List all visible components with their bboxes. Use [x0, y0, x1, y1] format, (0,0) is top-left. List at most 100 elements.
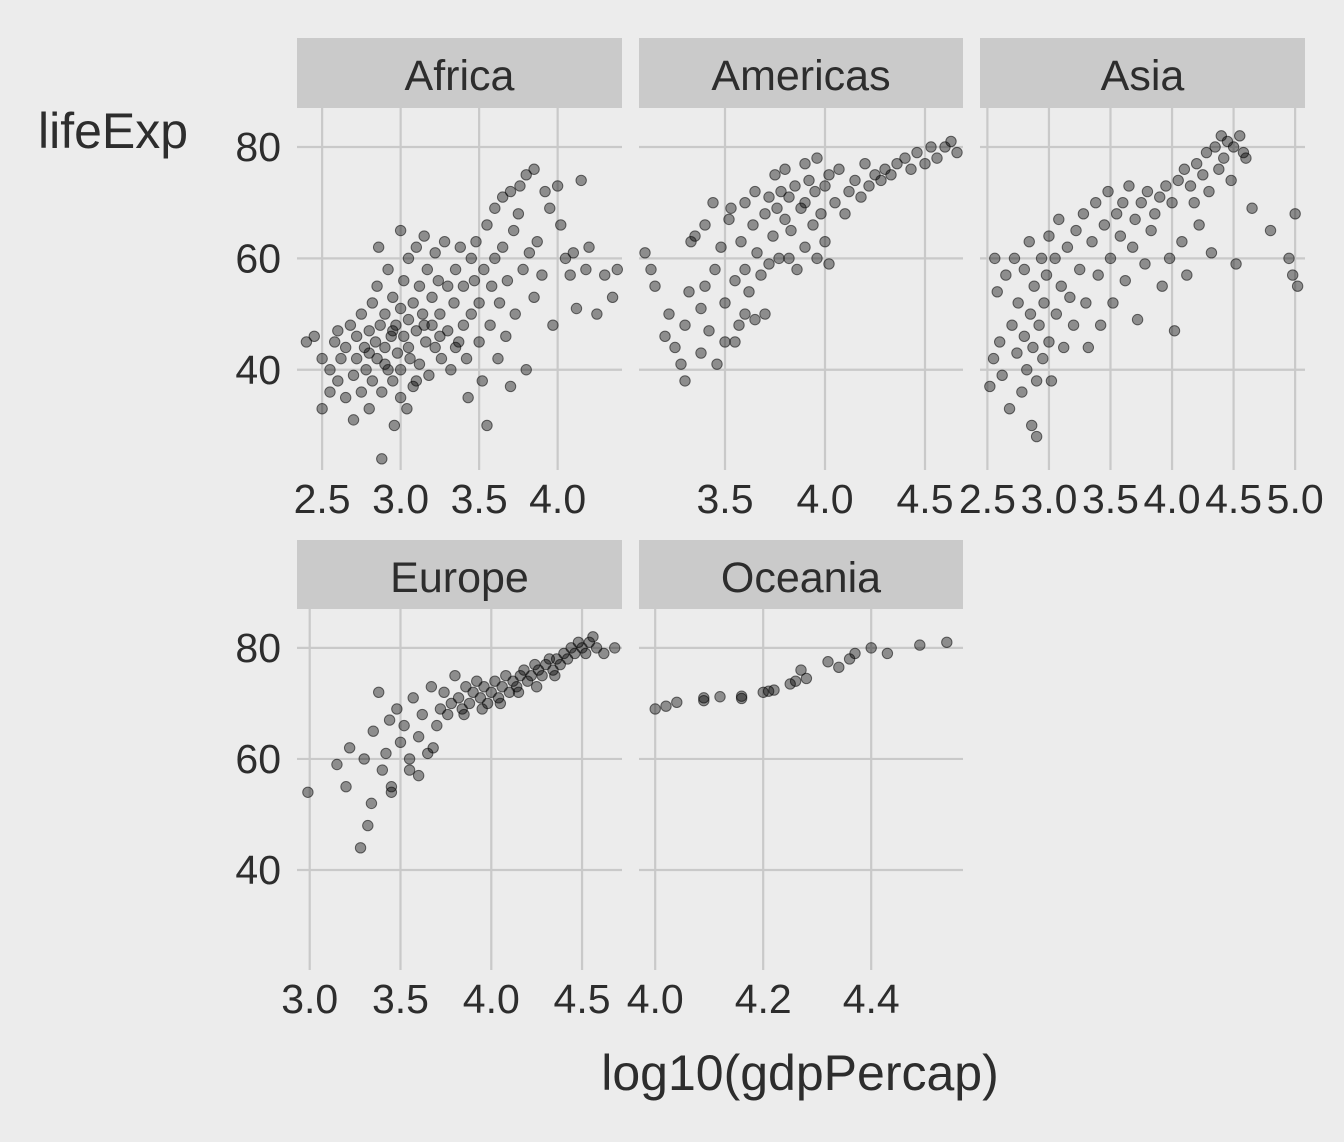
data-point	[391, 347, 404, 359]
data-point	[355, 308, 368, 320]
data-point	[465, 252, 477, 265]
data-point	[823, 258, 835, 270]
data-point	[784, 678, 796, 690]
data-point	[993, 336, 1006, 348]
data-point	[707, 196, 719, 209]
data-point	[354, 842, 367, 854]
y-tick-label: 80	[235, 625, 281, 671]
data-point	[791, 263, 803, 276]
data-point	[941, 636, 953, 649]
data-point	[339, 341, 352, 354]
data-point	[1061, 241, 1074, 253]
data-point	[367, 725, 379, 737]
data-point	[899, 152, 911, 164]
data-point	[839, 208, 851, 220]
data-point	[1104, 252, 1117, 265]
x-tick-label: 4.4	[843, 976, 900, 1022]
data-point	[583, 241, 595, 253]
data-point	[719, 297, 731, 309]
data-point	[1090, 196, 1102, 209]
data-point	[771, 202, 783, 214]
data-point	[733, 319, 745, 331]
data-point	[387, 325, 399, 337]
data-point	[711, 358, 723, 370]
data-point	[458, 708, 470, 721]
facet-strip	[297, 38, 622, 108]
data-point	[739, 308, 751, 320]
data-point	[863, 180, 875, 192]
data-point	[751, 247, 763, 259]
facet-strip	[297, 540, 622, 609]
data-point	[514, 180, 526, 192]
data-point	[1190, 157, 1203, 170]
data-point	[659, 330, 671, 343]
data-point	[809, 185, 821, 198]
data-point	[484, 319, 496, 331]
data-point	[536, 269, 548, 281]
data-point	[308, 330, 320, 343]
facet-americas: Americas 3.5 4.0 4.5	[639, 38, 963, 522]
data-point	[803, 174, 815, 187]
data-point	[1139, 258, 1151, 270]
data-point	[398, 330, 410, 343]
data-point	[1038, 297, 1050, 309]
x-tick-label: 4.5	[897, 476, 954, 522]
data-point	[371, 352, 383, 365]
data-point	[442, 325, 454, 337]
data-point	[369, 336, 382, 348]
data-point	[1016, 386, 1028, 398]
data-point	[1205, 247, 1218, 259]
data-point	[316, 403, 328, 415]
data-point	[373, 686, 385, 699]
data-point	[875, 174, 887, 187]
data-point	[494, 697, 507, 710]
data-point	[1110, 208, 1123, 220]
data-point	[1240, 152, 1252, 164]
facet-strip	[639, 38, 963, 108]
data-point	[1018, 263, 1031, 276]
data-point	[1024, 308, 1037, 320]
data-point	[363, 347, 375, 359]
data-point	[984, 380, 996, 393]
data-point	[412, 769, 425, 782]
data-point	[855, 191, 867, 203]
data-point	[833, 163, 845, 175]
data-point	[695, 302, 707, 315]
data-point	[1131, 313, 1144, 326]
x-tick-label: 3.5	[451, 476, 508, 522]
x-tick-label: 2.5	[294, 476, 351, 522]
data-point	[799, 196, 811, 209]
data-point	[394, 302, 407, 315]
data-point	[823, 169, 835, 181]
data-point	[729, 274, 741, 287]
data-point	[859, 157, 871, 170]
data-point	[783, 191, 795, 203]
data-point	[390, 319, 402, 331]
data-point	[815, 208, 827, 220]
data-point	[580, 263, 592, 276]
data-point	[811, 152, 823, 164]
data-point	[755, 269, 767, 281]
data-point	[843, 185, 855, 198]
data-point	[811, 252, 823, 265]
data-point	[1058, 341, 1070, 354]
x-tick-label: 2.5	[959, 476, 1016, 522]
data-point	[501, 274, 514, 287]
data-point	[481, 419, 493, 432]
data-point	[800, 672, 813, 685]
data-point	[698, 692, 710, 704]
data-point	[885, 169, 897, 181]
data-point	[363, 403, 375, 415]
data-point	[520, 364, 532, 376]
data-point	[493, 297, 506, 309]
data-point	[1033, 319, 1045, 331]
data-point	[376, 386, 388, 398]
data-point	[374, 319, 386, 331]
data-point	[769, 169, 781, 181]
data-point	[1107, 297, 1119, 309]
data-point	[1213, 163, 1225, 175]
facet-asia: Asia 2.5 3.0 3.5 4.0 4.5 5.0	[959, 38, 1324, 522]
data-point	[819, 180, 831, 192]
data-point	[779, 213, 791, 226]
